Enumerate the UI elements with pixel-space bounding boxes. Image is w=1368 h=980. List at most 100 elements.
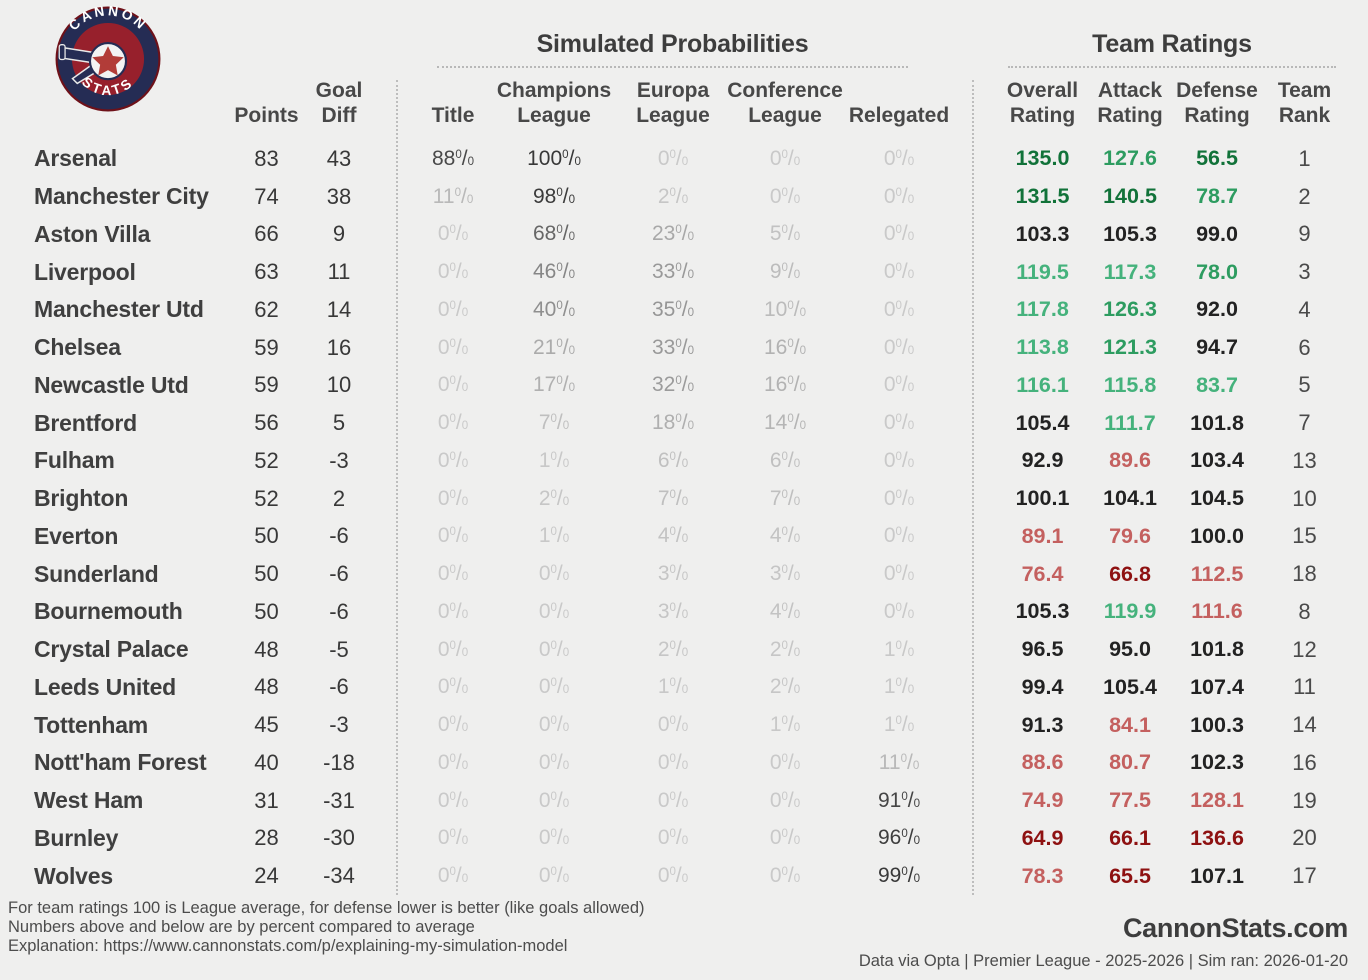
- prob-title-value: 880/0: [431, 146, 475, 170]
- separator-probabilities: [396, 80, 398, 895]
- prob-conference-league-value: 30/0: [769, 562, 801, 586]
- team-name: Nott'ham Forest: [34, 749, 207, 776]
- prob-title-value: 00/0: [437, 373, 469, 397]
- footer-note-line: Explanation: https://www.cannonstats.com…: [8, 937, 568, 955]
- prob-conference-league-value: 20/0: [769, 675, 801, 699]
- team-name: Arsenal: [34, 145, 117, 172]
- team-rank-value: 10: [1292, 485, 1317, 511]
- team-rank-value: 8: [1298, 598, 1311, 624]
- prob-europa-league-value: 320/0: [651, 373, 695, 397]
- prob-champions-league-value: 400/0: [532, 297, 576, 321]
- attack-rating-value: 117.3: [1103, 259, 1157, 284]
- attack-rating-value: 140.5: [1103, 184, 1157, 209]
- prob-title-value: 00/0: [437, 297, 469, 321]
- team-rank-value: 11: [1293, 674, 1316, 700]
- col-header-attack-rating: Attack Rating: [1097, 79, 1163, 127]
- prob-conference-league-value: 50/0: [769, 222, 801, 246]
- team-name: Crystal Palace: [34, 636, 189, 663]
- col-header-defense-rating: Defense Rating: [1176, 79, 1258, 127]
- prob-europa-league-value: 00/0: [657, 713, 689, 737]
- goal-diff-value: 11: [327, 259, 351, 285]
- site-name: CannonStats.com: [1122, 913, 1348, 943]
- prob-champions-league-value: 20/0: [538, 486, 570, 510]
- defense-rating-value: 101.8: [1190, 637, 1244, 662]
- team-ratings-title: Team Ratings: [1092, 30, 1252, 58]
- prob-europa-league-value: 20/0: [657, 184, 689, 208]
- overall-rating-value: 64.9: [1021, 825, 1064, 850]
- prob-champions-league-value: 00/0: [538, 864, 570, 888]
- attack-rating-value: 95.0: [1109, 637, 1151, 662]
- defense-rating-value: 78.0: [1196, 259, 1238, 284]
- prob-europa-league-value: 00/0: [657, 788, 689, 812]
- team-name: Manchester Utd: [34, 296, 204, 323]
- prob-conference-league-value: 140/0: [763, 411, 807, 435]
- team-name: Brighton: [34, 485, 129, 512]
- col-header-points: Points: [234, 104, 299, 127]
- team-name: Newcastle Utd: [34, 371, 189, 398]
- cannon-icon: [58, 42, 128, 85]
- points-value: 52: [254, 447, 279, 473]
- data-source-meta: Data via Opta | Premier League - 2025-20…: [858, 952, 1348, 970]
- prob-title-value: 00/0: [437, 411, 469, 435]
- prob-relegated-value: 00/0: [883, 335, 915, 359]
- team-name: Tottenham: [34, 711, 149, 738]
- prob-title-value: 00/0: [437, 260, 469, 284]
- prob-champions-league-value: 70/0: [538, 411, 570, 435]
- overall-rating-value: 96.5: [1021, 637, 1064, 662]
- points-value: 28: [254, 825, 279, 851]
- prob-title-value: 00/0: [437, 788, 469, 812]
- goal-diff-value: -6: [329, 598, 349, 624]
- prob-conference-league-value: 40/0: [769, 524, 801, 548]
- goal-diff-value: -34: [323, 863, 355, 889]
- prob-conference-league-value: 00/0: [769, 788, 801, 812]
- attack-rating-value: 89.6: [1109, 448, 1151, 473]
- prob-title-value: 00/0: [437, 750, 469, 774]
- prob-title-value: 00/0: [437, 335, 469, 359]
- attack-rating-value: 127.6: [1103, 146, 1157, 171]
- prob-champions-league-value: 980/0: [532, 184, 576, 208]
- overall-rating-value: 92.9: [1021, 448, 1064, 473]
- prob-europa-league-value: 40/0: [657, 524, 689, 548]
- prob-champions-league-value: 170/0: [532, 373, 576, 397]
- overall-rating-value: 100.1: [1015, 486, 1070, 511]
- prob-champions-league-value: 00/0: [538, 599, 570, 623]
- attack-rating-value: 66.1: [1109, 825, 1151, 850]
- table-row: Chelsea 59 16 00/0 210/0 330/0 160/0 00/0 113.8 1…: [0, 329, 1368, 367]
- prob-relegated-value: 00/0: [883, 486, 915, 510]
- col-header-title: Title: [431, 104, 475, 127]
- points-value: 74: [254, 183, 279, 209]
- attack-rating-value: 65.5: [1109, 863, 1151, 888]
- points-value: 48: [254, 636, 279, 662]
- prob-relegated-value: 10/0: [883, 713, 915, 737]
- team-name: Fulham: [34, 447, 115, 474]
- team-ratings-rule: [1008, 66, 1336, 68]
- points-value: 45: [254, 712, 279, 738]
- team-rank-value: 1: [1298, 145, 1311, 171]
- goal-diff-value: -6: [329, 674, 349, 700]
- team-rank-value: 12: [1292, 636, 1317, 662]
- overall-rating-value: 105.4: [1015, 410, 1070, 435]
- team-rank-value: 17: [1292, 863, 1317, 889]
- attack-rating-value: 126.3: [1103, 297, 1157, 322]
- prob-relegated-value: 00/0: [883, 184, 915, 208]
- goal-diff-value: 43: [326, 145, 352, 171]
- prob-relegated-value: 990/0: [877, 864, 921, 888]
- defense-rating-value: 136.6: [1190, 825, 1244, 850]
- team-name: Wolves: [34, 862, 113, 889]
- simulated-probabilities-title: Simulated Probabilities: [536, 30, 809, 58]
- table-row: Liverpool 63 11 00/0 460/0 330/0 90/0 00/0 119.5…: [0, 253, 1368, 291]
- prob-europa-league-value: 00/0: [657, 146, 689, 170]
- attack-rating-value: 80.7: [1109, 750, 1151, 775]
- prob-relegated-value: 10/0: [883, 675, 915, 699]
- goal-diff-value: -5: [329, 636, 349, 662]
- overall-rating-value: 135.0: [1015, 146, 1070, 171]
- team-name: Manchester City: [34, 183, 209, 210]
- points-value: 56: [254, 410, 279, 436]
- table-row: Brighton 52 2 00/0 20/0 70/0 70/0 00/0 100.1 104.…: [0, 480, 1368, 518]
- table-row: West Ham 31 -31 00/0 00/0 00/0 00/0 910/0 74.9 77…: [0, 782, 1368, 820]
- prob-title-value: 110/0: [432, 184, 474, 208]
- prob-europa-league-value: 10/0: [657, 675, 689, 699]
- prob-conference-league-value: 00/0: [769, 184, 801, 208]
- goal-diff-value: 2: [332, 485, 346, 511]
